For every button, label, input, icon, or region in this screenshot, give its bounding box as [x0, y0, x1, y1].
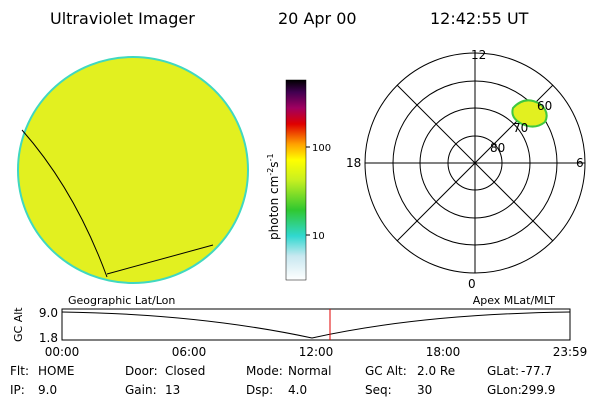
unit-mid: s	[267, 161, 281, 167]
earth-disk	[17, 56, 249, 284]
time-label: 23:59	[553, 345, 588, 359]
colorbar-label: 100	[312, 143, 331, 154]
status-value: 2.0 Re	[417, 364, 455, 378]
time-label: 18:00	[426, 345, 461, 359]
altitude-curve	[61, 311, 571, 339]
track-line	[106, 244, 214, 275]
strip-title: Geographic Lat/Lon	[68, 294, 175, 307]
terminator-line	[21, 129, 108, 278]
status-label: Gain:	[125, 383, 157, 397]
status-value: HOME	[38, 364, 74, 378]
status-value: Closed	[165, 364, 205, 378]
status-label: GC Alt:	[365, 364, 407, 378]
strip-title: Apex MLat/MLT	[473, 294, 556, 307]
status-label: Mode:	[246, 364, 283, 378]
mlt-label: 6	[576, 156, 584, 170]
status-value: 9.0	[38, 383, 57, 397]
mlt-label: 0	[468, 277, 476, 291]
time-axis: 00:00 06:00 12:00 18:00 23:59	[45, 345, 588, 359]
status-label: Door:	[125, 364, 158, 378]
unit-exp: -2	[266, 168, 275, 176]
lat-label: 70	[513, 121, 528, 135]
polar-grid	[364, 52, 586, 274]
status-label: GLon:	[487, 383, 522, 397]
aurora-blob	[511, 99, 548, 128]
status-label: Dsp:	[246, 383, 273, 397]
colorbar-unit: photon cm-2s-1	[266, 153, 281, 240]
lat-label: 60	[537, 99, 552, 113]
status-value: -77.7	[521, 364, 552, 378]
strip-frame	[61, 308, 571, 341]
instrument: Ultraviolet Imager	[50, 9, 195, 28]
colorbar-label: 10	[312, 231, 325, 242]
unit-base: photon cm	[267, 176, 281, 240]
time-label: 12:00	[299, 345, 334, 359]
status-label: IP:	[10, 383, 25, 397]
status-label: Flt:	[10, 364, 29, 378]
time-label: 00:00	[45, 345, 80, 359]
status-value: 4.0	[288, 383, 307, 397]
status-value: 299.9	[521, 383, 555, 397]
lat-label: 80	[490, 141, 505, 155]
status-value: 13	[165, 383, 180, 397]
strip-tick: 9.0	[39, 306, 58, 320]
status-value: Normal	[288, 364, 331, 378]
mlt-label: 18	[346, 156, 361, 170]
strip-axis-label: GC Alt	[12, 307, 25, 342]
date: 20 Apr 00	[278, 9, 357, 28]
status-label: GLat:	[487, 364, 519, 378]
colorbar	[285, 79, 307, 281]
status-label: Seq:	[365, 383, 392, 397]
time-label: 06:00	[172, 345, 207, 359]
strip-tick: 1.8	[39, 331, 58, 345]
unit-exp: -1	[266, 153, 275, 161]
mlt-label: 12	[471, 48, 486, 62]
status-value: 30	[417, 383, 432, 397]
time: 12:42:55 UT	[430, 9, 529, 28]
status-panel: Flt: HOME Door: Closed Mode: Normal GC Alt: 2.0…	[10, 364, 555, 397]
